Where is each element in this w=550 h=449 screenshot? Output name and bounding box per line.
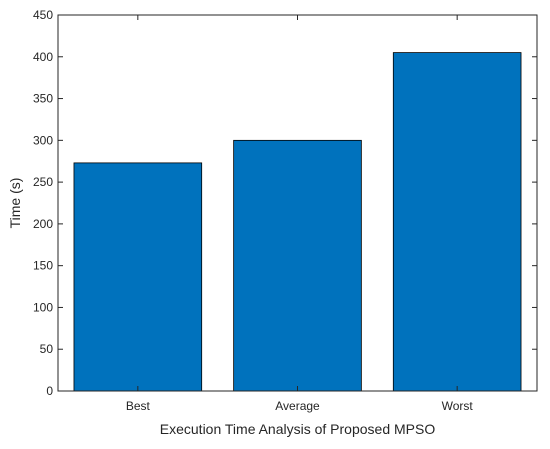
y-tick-label: 100: [33, 300, 53, 314]
y-axis-title: Time (s): [7, 178, 23, 229]
y-tick-label: 0: [46, 384, 53, 398]
y-tick-label: 450: [33, 8, 53, 22]
x-tick-label: Best: [126, 399, 151, 413]
y-tick-label: 200: [33, 217, 53, 231]
bars-layer: [73, 52, 522, 392]
y-tick-label: 300: [33, 133, 53, 147]
y-tick-label: 250: [33, 175, 53, 189]
x-tick-label: Worst: [442, 399, 474, 413]
bar-average: [233, 139, 362, 392]
x-tick-label: Average: [275, 399, 320, 413]
y-tick-label: 400: [33, 50, 53, 64]
bar-worst: [392, 52, 522, 392]
y-tick-label: 150: [33, 259, 53, 273]
x-axis-title: Execution Time Analysis of Proposed MPSO: [160, 421, 436, 437]
bar-best: [73, 162, 203, 392]
y-tick-label: 350: [33, 92, 53, 106]
ticks-layer: Best Average Worst 0 50 100 150 200 250 300 350 400…: [33, 8, 537, 413]
y-tick-label: 50: [40, 342, 54, 356]
